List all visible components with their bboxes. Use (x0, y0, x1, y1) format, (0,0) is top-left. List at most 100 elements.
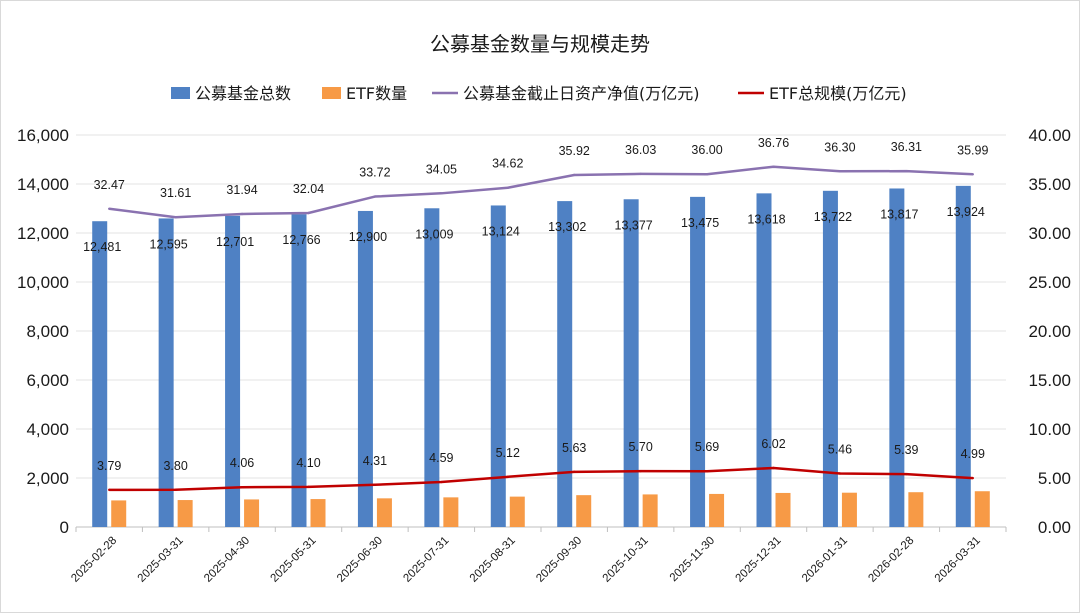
x-tick-label: 2025-05-31 (269, 535, 319, 585)
bar-etf-count (576, 495, 592, 527)
legend-label: ETF数量 (346, 84, 407, 103)
y-right-tick-label: 40.00 (1028, 126, 1071, 145)
bar-etf-count (376, 498, 392, 527)
point-etf-scale (573, 470, 576, 474)
etf-scale-data-label: 5.70 (628, 440, 652, 454)
bar-data-label: 13,817 (880, 207, 918, 221)
bar-total-funds (623, 199, 639, 528)
etf-scale-data-label: 3.80 (163, 459, 187, 473)
legend-label: 公募基金总数 (195, 84, 291, 103)
lines (108, 165, 974, 492)
bar-etf-count (443, 497, 459, 527)
bar-total-funds (158, 218, 174, 528)
x-tick-label: 2025-06-30 (335, 535, 385, 585)
x-tick-label: 2026-03-31 (933, 535, 983, 585)
bar-total-funds (557, 201, 573, 527)
bar-etf-count (642, 494, 658, 527)
legend-swatch (322, 87, 341, 99)
y-left-tick-label: 10,000 (17, 273, 69, 292)
x-tick-label: 2025-11-30 (668, 535, 717, 584)
y-right-tick-label: 30.00 (1028, 224, 1071, 243)
x-tick-label: 2025-12-31 (734, 535, 784, 585)
bar-etf-count (111, 500, 127, 527)
point-net-asset-value (705, 173, 709, 176)
bar-total-funds (955, 185, 971, 527)
y-left-tick-label: 2,000 (26, 469, 69, 488)
etf-scale-data-label: 3.79 (97, 459, 121, 473)
bar-data-label: 13,377 (615, 218, 653, 232)
etf-scale-data-label: 4.99 (961, 447, 985, 461)
point-etf-scale (108, 488, 111, 492)
bar-etf-count (775, 492, 791, 527)
nav-data-label: 31.61 (160, 186, 191, 200)
x-tick-label: 2025-04-30 (202, 535, 252, 585)
bars (92, 185, 990, 528)
point-etf-scale (240, 486, 244, 489)
bar-etf-count (974, 491, 990, 527)
point-net-asset-value (506, 186, 509, 189)
bar-etf-count (244, 499, 260, 527)
etf-scale-data-label: 4.59 (429, 451, 453, 465)
bar-total-funds (889, 188, 905, 527)
bar-data-label: 13,924 (947, 205, 985, 219)
bar-total-funds (756, 193, 772, 527)
point-etf-scale (373, 483, 377, 486)
point-net-asset-value (639, 172, 642, 176)
data-labels: 12,481 12,595 12,701 12,766 12,900 13,009 13,1… (83, 136, 988, 473)
point-etf-scale (705, 470, 709, 473)
point-etf-scale (971, 476, 974, 480)
point-etf-scale (307, 485, 310, 489)
bar-etf-count (509, 496, 525, 527)
point-net-asset-value (174, 216, 177, 219)
point-net-asset-value (307, 211, 310, 215)
bar-etf-count (709, 493, 725, 527)
y-right-tick-label: 35.00 (1028, 175, 1071, 194)
nav-data-label: 36.30 (824, 140, 855, 154)
nav-data-label: 34.62 (492, 157, 523, 171)
bar-total-funds (690, 196, 706, 528)
legend-swatch (171, 87, 190, 99)
y-right-tick-label: 25.00 (1028, 273, 1071, 292)
nav-data-label: 31.94 (226, 183, 257, 197)
y-left-tick-label: 8,000 (26, 322, 69, 341)
etf-scale-data-label: 4.31 (363, 454, 387, 468)
y-left-tick-label: 0 (60, 518, 69, 537)
y-left-tick-label: 16,000 (17, 126, 69, 145)
nav-data-label: 35.92 (559, 144, 590, 158)
point-net-asset-value (905, 169, 908, 173)
nav-data-label: 35.99 (957, 143, 988, 157)
bar-total-funds (357, 210, 373, 527)
bar-etf-count (310, 499, 326, 527)
nav-data-label: 36.03 (625, 143, 656, 157)
y-right-tick-label: 20.00 (1028, 322, 1071, 341)
y-right-tick-label: 10.00 (1028, 420, 1071, 439)
point-etf-scale (838, 472, 842, 475)
nav-data-label: 32.47 (94, 178, 125, 192)
point-etf-scale (174, 488, 177, 491)
bar-total-funds (225, 215, 241, 527)
etf-scale-data-label: 4.10 (296, 456, 320, 470)
point-etf-scale (440, 480, 443, 484)
point-net-asset-value (772, 165, 775, 168)
point-net-asset-value (573, 173, 576, 177)
y-right-tick-label: 15.00 (1028, 371, 1071, 390)
bar-data-label: 13,618 (747, 212, 785, 226)
y-left-tick-label: 4,000 (26, 420, 69, 439)
point-etf-scale (506, 475, 509, 479)
nav-data-label: 36.00 (691, 143, 722, 157)
point-net-asset-value (240, 212, 244, 216)
x-tick-label: 2025-10-31 (601, 535, 651, 585)
point-etf-scale (905, 472, 908, 476)
etf-scale-data-label: 6.02 (761, 437, 785, 451)
bar-data-label: 12,766 (282, 233, 320, 247)
etf-scale-data-label: 5.12 (496, 446, 520, 460)
bar-data-label: 12,481 (83, 240, 121, 254)
point-etf-scale (639, 469, 642, 473)
y-left-tick-label: 12,000 (17, 224, 69, 243)
bar-etf-count (841, 492, 857, 527)
point-net-asset-value (373, 195, 377, 198)
x-tick-label: 2026-02-28 (866, 535, 916, 585)
nav-data-label: 36.76 (758, 136, 789, 150)
bar-total-funds (822, 190, 838, 527)
